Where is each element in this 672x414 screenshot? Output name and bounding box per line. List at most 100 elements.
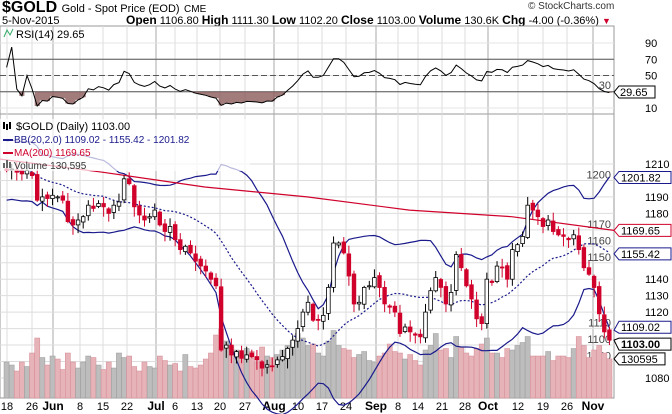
- x-tick-label: 8: [77, 401, 83, 413]
- rsi-tick-label: 50: [645, 71, 657, 83]
- candle-body: [259, 361, 265, 369]
- volume-bar: [126, 355, 132, 399]
- high-label: High: [201, 13, 229, 27]
- exchange: CME: [184, 4, 207, 15]
- x-tick-label: Sep: [365, 399, 387, 413]
- candle-body: [91, 205, 96, 209]
- volume-bar: [192, 367, 199, 399]
- candle-body: [75, 219, 81, 226]
- volume-bar: [458, 346, 465, 399]
- volume-bar: [468, 355, 475, 399]
- candle-body: [121, 178, 127, 201]
- candle-body: [269, 365, 275, 368]
- price-tick-label: 1190: [645, 192, 669, 204]
- candle-body: [193, 253, 198, 262]
- candle-body: [40, 196, 45, 202]
- price-tick-label: 1130: [645, 291, 669, 303]
- candle-body: [172, 224, 178, 241]
- volume-bar: [197, 364, 204, 399]
- candle-body: [326, 286, 331, 314]
- volume-bar: [8, 364, 15, 399]
- volume-bar: [141, 361, 148, 399]
- candle-body: [213, 277, 219, 287]
- candle-body: [96, 203, 101, 207]
- volume-bar: [397, 352, 403, 399]
- candle-body: [356, 301, 362, 305]
- candle-body: [55, 196, 60, 199]
- volume-bar: [524, 336, 531, 399]
- rsi-oversold-fill: [19, 91, 613, 106]
- volume-bar: [438, 349, 444, 399]
- candle-body: [571, 234, 576, 240]
- candle-body: [321, 314, 326, 322]
- volume-bar: [530, 355, 536, 399]
- volume-bar: [59, 369, 66, 399]
- volume-bar: [473, 348, 480, 399]
- candle-body: [433, 277, 438, 292]
- candle-body: [290, 339, 295, 348]
- volume-bar: [315, 352, 322, 399]
- close-label: Close: [340, 13, 374, 27]
- volume-label: Volume: [418, 13, 462, 27]
- volume-bar: [514, 345, 521, 399]
- volume-bar: [361, 351, 367, 399]
- candle-body: [397, 312, 403, 334]
- volume-bar: [13, 370, 20, 399]
- volume-bar: [157, 355, 163, 399]
- volume-bar: [555, 355, 562, 399]
- volume-bar: [305, 345, 311, 399]
- candle-body: [341, 241, 346, 254]
- candle-body: [111, 204, 116, 213]
- price-tick-label: 1160: [587, 235, 611, 247]
- candle-body: [407, 326, 413, 333]
- volume-bar: [545, 351, 551, 399]
- candle-body: [545, 219, 551, 226]
- close-tag: [613, 337, 672, 351]
- bb-mid-tag-text: 1155.42: [621, 249, 660, 261]
- candle-body: [586, 267, 592, 275]
- price-tick-label: 1080: [645, 373, 669, 385]
- x-tick-label: 19: [537, 401, 549, 413]
- candle-body: [310, 303, 316, 321]
- volume-bar: [484, 337, 490, 399]
- candle-body: [60, 195, 65, 201]
- rsi-chart-icon: [3, 28, 14, 38]
- candle-body: [65, 200, 71, 222]
- candle-body: [418, 333, 423, 338]
- volume-bar: [151, 367, 158, 399]
- x-tick-label: 8: [395, 401, 401, 413]
- volume-bar: [19, 361, 25, 399]
- volume-bar: [90, 357, 97, 399]
- candle-body: [315, 318, 321, 321]
- candle-body: [494, 265, 500, 283]
- candle-body: [382, 286, 387, 305]
- rsi-tick-label: 10: [645, 103, 657, 115]
- volume-bar: [499, 357, 505, 399]
- volume-bar: [29, 352, 35, 399]
- volume-bar: [402, 358, 408, 399]
- volume-value: 130.6K: [464, 15, 500, 27]
- volume-bar: [95, 364, 102, 399]
- candle-body: [551, 220, 556, 232]
- candle-body: [203, 265, 208, 272]
- candle-body: [479, 316, 484, 325]
- bb-legend: BB(20,2.0) 1109.02 - 1155.42 - 1201.82: [14, 135, 190, 146]
- volume-bar: [509, 349, 516, 399]
- candle-body: [178, 239, 183, 250]
- candle-body: [484, 278, 489, 325]
- candle-body: [525, 204, 530, 238]
- x-tick-label: 27: [239, 401, 251, 413]
- candle-body: [469, 284, 474, 300]
- price-tick-label: 1140: [645, 274, 669, 286]
- price-tick-label: 1210: [645, 159, 669, 171]
- volume-bar: [570, 348, 577, 399]
- candle-body: [234, 351, 239, 358]
- volume-bar: [606, 358, 613, 399]
- candle-body: [423, 311, 428, 339]
- volume-bar: [208, 352, 214, 399]
- volume-bar: [70, 361, 76, 399]
- candle-body: [280, 356, 285, 361]
- candle-body: [602, 314, 607, 333]
- bb-middle-line: [6, 169, 610, 347]
- candle-body: [167, 226, 173, 233]
